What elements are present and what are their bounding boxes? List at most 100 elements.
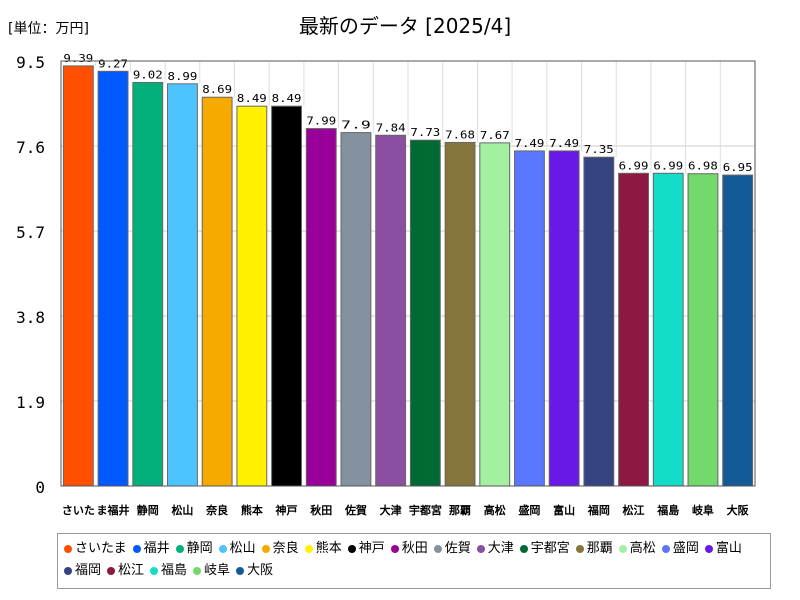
- legend-item: 盛岡: [661, 538, 699, 560]
- x-tick-label: 秋田: [310, 503, 332, 517]
- legend-item: 岐阜: [193, 560, 230, 582]
- value-label: 9.27: [98, 57, 128, 70]
- legend-label: 福井: [143, 541, 170, 556]
- legend-label: 奈良: [272, 541, 299, 556]
- legend-swatch: [132, 545, 141, 553]
- legend-item: 静岡: [175, 538, 213, 560]
- x-tick-label: 福島: [656, 503, 679, 517]
- x-tick-label: 盛岡: [518, 503, 540, 517]
- legend-item: 那覇: [575, 538, 613, 560]
- x-tick-label: 富山: [553, 503, 575, 517]
- value-label: 9.39: [63, 52, 93, 65]
- value-label: 8.69: [202, 83, 232, 96]
- legend-swatch: [236, 567, 245, 575]
- legend-swatch: [661, 545, 670, 553]
- legend-label: 熊本: [315, 541, 342, 556]
- legend-label: 松山: [229, 541, 256, 556]
- legend-item: 富山: [704, 538, 742, 560]
- value-label: 6.98: [688, 160, 718, 173]
- bar-7: [271, 105, 302, 487]
- x-tick-label: 松山: [171, 503, 193, 517]
- legend-item: 松江: [107, 560, 144, 582]
- value-label: 7.9: [341, 119, 371, 132]
- x-tick-label: 奈良: [205, 503, 228, 517]
- legend-item: さいたま: [64, 538, 127, 560]
- legend-label: 福岡: [75, 563, 102, 578]
- bar-11: [409, 139, 441, 487]
- legend-item: 佐賀: [433, 538, 471, 560]
- bar-18: [652, 172, 684, 487]
- value-label: 8.99: [168, 70, 198, 83]
- x-tick-label: 静岡: [137, 503, 159, 517]
- x-tick-label: さいた: [62, 504, 95, 517]
- legend-swatch: [433, 545, 442, 553]
- legend-item: 秋田: [390, 538, 428, 560]
- bar-20: [722, 174, 754, 487]
- value-label: 7.73: [410, 126, 440, 139]
- legend-item: 大津: [476, 538, 514, 560]
- x-tick-label: 松江: [623, 503, 645, 517]
- legend-item: 宇都宮: [519, 538, 570, 560]
- x-tick-label: 岐阜: [692, 503, 714, 517]
- legend-swatch: [575, 545, 584, 553]
- legend-swatch: [390, 545, 399, 553]
- value-label: 7.68: [445, 128, 475, 141]
- legend-swatch: [519, 545, 528, 553]
- x-tick-label: 熊本: [241, 503, 263, 517]
- bar-14: [514, 150, 545, 487]
- value-label: 8.49: [237, 92, 267, 105]
- bar-5: [201, 96, 233, 487]
- x-tick-label: 那覇: [449, 504, 471, 517]
- bar-3: [132, 81, 164, 487]
- legend-label: 大阪: [247, 563, 274, 578]
- legend-swatch: [175, 545, 184, 553]
- x-tick-label: 福岡: [587, 503, 610, 517]
- legend-item: 福岡: [64, 560, 101, 582]
- legend-swatch: [64, 567, 72, 575]
- plot-area-border: [60, 60, 756, 487]
- bar-19: [687, 173, 719, 487]
- legend-label: 富山: [715, 541, 742, 556]
- y-tick-label: 1.9: [16, 393, 45, 412]
- y-tick-label: 7.6: [16, 138, 45, 157]
- bar-16: [583, 156, 615, 487]
- y-tick-label: 3.8: [16, 308, 45, 327]
- x-tick-label: ま福井: [97, 503, 130, 517]
- value-label: 7.49: [515, 137, 545, 150]
- legend-swatch: [476, 545, 485, 553]
- legend-label: 神戸: [358, 541, 385, 556]
- value-label: 7.67: [480, 129, 510, 142]
- bar-8: [305, 128, 337, 487]
- legend-label: 福島: [161, 563, 188, 578]
- bar-10: [375, 134, 407, 487]
- value-label: 6.99: [653, 159, 683, 172]
- legend-swatch: [347, 545, 356, 553]
- bar-13: [479, 142, 511, 487]
- bar-1: [62, 65, 94, 487]
- legend-label: 秋田: [401, 541, 428, 556]
- legend-label: さいたま: [75, 541, 127, 556]
- value-label: 9.02: [133, 68, 163, 81]
- legend-label: 大津: [487, 541, 514, 556]
- legend-label: 松江: [118, 563, 145, 578]
- bar-6: [236, 105, 268, 487]
- legend-item: 松山: [218, 538, 256, 560]
- legend-swatch: [704, 545, 713, 553]
- x-tick-label: 宇都宮: [409, 503, 442, 517]
- legend-swatch: [193, 567, 202, 575]
- legend-swatch: [261, 545, 270, 553]
- legend: さいたま 福井 静岡 松山 奈良 熊本 神戸 秋田 佐賀 大津 宇都宮 那覇 高松 盛岡 富山福岡 松江 福島 岐…: [57, 533, 771, 589]
- legend-swatch: [64, 545, 72, 553]
- legend-label: 高松: [629, 541, 656, 556]
- legend-label: 静岡: [186, 541, 213, 556]
- x-tick-label: 神戸: [276, 503, 298, 517]
- y-tick-label: 0: [35, 478, 45, 497]
- value-label: 6.95: [723, 161, 753, 174]
- y-tick-label: 9.5: [16, 53, 45, 72]
- x-tick-label: 大阪: [727, 503, 750, 517]
- legend-swatch: [304, 545, 313, 553]
- bar-15: [548, 150, 580, 487]
- x-tick-label: 高松: [484, 503, 506, 517]
- legend-swatch: [107, 567, 116, 575]
